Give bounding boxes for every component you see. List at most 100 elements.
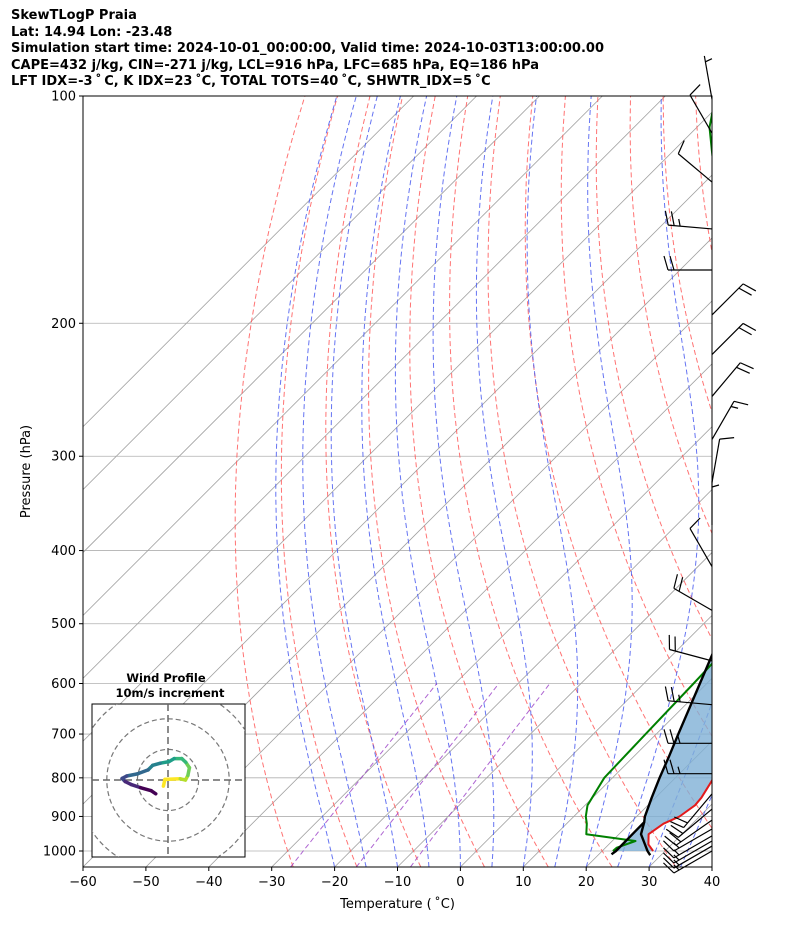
wind-barbs — [663, 55, 757, 874]
barb-flag — [733, 400, 749, 406]
mixing-ratio-line — [290, 683, 438, 867]
barb-flag — [742, 322, 757, 332]
y-tick-label: 200 — [51, 317, 76, 332]
moist-adiabat — [394, 96, 461, 867]
barb-flag — [719, 437, 735, 440]
barb-staff — [711, 439, 721, 483]
moist-adiabats — [275, 96, 712, 867]
barb-flag — [738, 287, 752, 296]
dry-adiabat — [662, 96, 712, 414]
y-tick-label: 1000 — [43, 845, 76, 860]
dry-adiabat — [761, 96, 794, 867]
barb-half-flag — [705, 58, 713, 63]
barb-flag — [670, 686, 675, 702]
barb-half-flag — [673, 864, 680, 871]
barb-half-flag — [673, 859, 680, 866]
wind-barb — [703, 55, 713, 100]
x-tick-label: −50 — [132, 875, 159, 890]
parcel-line — [610, 651, 712, 856]
wind-barb — [663, 840, 713, 864]
moist-adiabat — [432, 96, 495, 867]
moist-adiabat — [330, 96, 398, 867]
wind-barb — [711, 437, 735, 483]
wind-barb — [663, 845, 713, 869]
x-tick-label: −20 — [321, 875, 348, 890]
y-tick-label: 600 — [51, 677, 76, 692]
barb-flag — [663, 759, 669, 774]
barb-flag — [663, 729, 669, 744]
moist-adiabat — [585, 96, 633, 867]
barb-staff — [677, 153, 713, 183]
wind-barb — [711, 362, 754, 397]
moist-adiabat — [526, 96, 579, 867]
barb-half-flag — [677, 736, 681, 744]
barb-staff — [673, 835, 713, 859]
isotherm-line — [271, 426, 712, 867]
barb-staff — [677, 808, 713, 838]
barb-flag — [674, 816, 688, 824]
x-tick-label: 40 — [704, 875, 721, 890]
x-tick-label: −60 — [69, 875, 96, 890]
hodograph-title: Wind Profile — [126, 671, 206, 685]
barb-flag — [670, 821, 684, 829]
x-tick-label: −40 — [195, 875, 222, 890]
moist-adiabat — [617, 96, 700, 867]
isotherm-line — [523, 677, 712, 867]
x-tick-label: 30 — [641, 875, 658, 890]
y-tick-label: 900 — [51, 810, 76, 825]
wind-barb — [663, 729, 712, 744]
temperature-line — [647, 778, 712, 852]
y-tick-label: 300 — [51, 450, 76, 465]
barb-half-flag — [678, 694, 681, 702]
isotherm-line — [397, 551, 712, 867]
barb-flag — [670, 824, 684, 835]
barb-staff — [689, 528, 713, 567]
chart-title: SkewTLogP Praia — [11, 8, 137, 23]
wind-barb — [668, 634, 713, 662]
wind-barb — [670, 793, 713, 829]
barb-flag — [677, 140, 685, 154]
mixing-ratio-line — [355, 683, 500, 867]
isotherm-line — [83, 111, 712, 742]
hodograph-subtitle: 10m/s increment — [116, 686, 225, 700]
moist-adiabat — [680, 793, 712, 867]
hodograph-segment — [149, 788, 158, 796]
wind-barb — [664, 686, 713, 706]
isotherm-line — [83, 96, 414, 428]
wind-barb — [711, 480, 720, 525]
barb-flag — [740, 362, 754, 370]
wind-barb — [663, 759, 712, 775]
barb-flag — [689, 517, 701, 529]
y-tick-label: 400 — [51, 544, 76, 559]
wind-barb — [665, 808, 713, 838]
dewpoint-line — [584, 109, 712, 852]
y-axis-label: Pressure (hPa) — [19, 425, 34, 518]
wind-barb — [663, 255, 712, 271]
isotherm-line — [83, 96, 540, 554]
barb-flag — [664, 210, 669, 226]
wind-barb — [663, 850, 713, 874]
barb-staff — [668, 700, 713, 706]
barb-flag — [669, 729, 675, 744]
x-tick-label: 10 — [515, 875, 532, 890]
chart-header: SkewTLogP Praia Lat: 14.94 Lon: -23.48 S… — [11, 8, 604, 91]
barb-flag — [736, 366, 750, 374]
barb-staff — [673, 828, 713, 852]
barb-staff — [673, 587, 713, 611]
moist-adiabat — [475, 96, 533, 867]
wind-barb — [664, 819, 713, 846]
barb-flag — [665, 828, 679, 838]
barb-flag — [663, 255, 669, 271]
dry-adiabat — [595, 96, 712, 641]
dry-adiabat — [524, 96, 712, 830]
wind-barb — [711, 322, 757, 355]
barb-staff — [689, 94, 713, 134]
barb-staff — [669, 648, 713, 662]
barb-staff — [673, 840, 713, 864]
hodograph-segment — [138, 785, 153, 793]
moist-adiabat — [361, 96, 430, 867]
mixing-ratio-lines — [290, 683, 551, 867]
y-tick-label: 100 — [51, 90, 76, 105]
